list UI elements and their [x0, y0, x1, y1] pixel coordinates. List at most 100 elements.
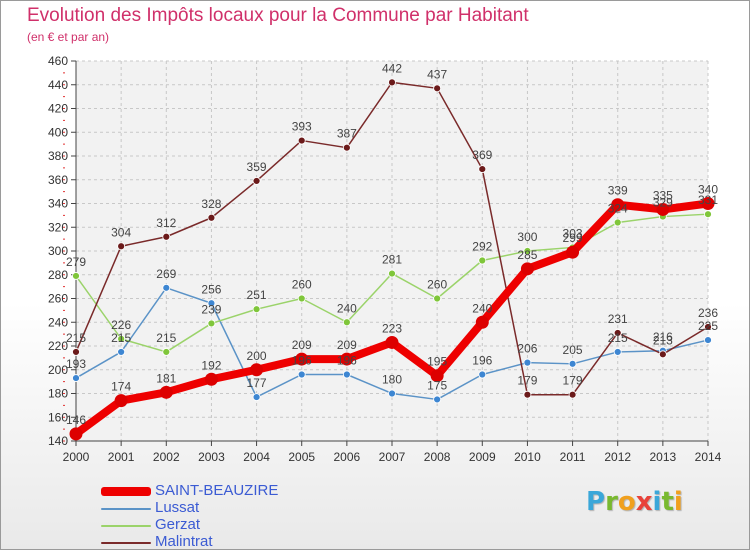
data-label-gerzat: 300 [517, 230, 537, 244]
y-tick-label: 360 [48, 173, 68, 187]
data-label-malintrat: 213 [653, 333, 673, 347]
x-tick-label: 2012 [604, 450, 631, 464]
data-label-saint-beauzire: 192 [201, 358, 221, 372]
point-saint-beauzire [250, 363, 264, 377]
y-tick-label: 400 [48, 125, 68, 139]
y-tick-label: 220 [48, 339, 68, 353]
data-label-lussat: 206 [517, 342, 537, 356]
plot-area [76, 61, 708, 441]
proxiti-logo: Proxiti [586, 487, 683, 517]
point-saint-beauzire [520, 262, 534, 276]
point-malintrat [523, 390, 532, 399]
x-tick-label: 2002 [153, 450, 180, 464]
point-gerzat [252, 305, 261, 314]
data-label-saint-beauzire: 340 [698, 183, 718, 197]
chart-title: Evolution des Impôts locaux pour la Comm… [27, 5, 529, 26]
y-tick-label: 240 [48, 315, 68, 329]
data-label-lussat: 215 [608, 331, 628, 345]
data-label-gerzat: 215 [156, 331, 176, 345]
point-saint-beauzire [430, 369, 444, 383]
point-lussat [297, 370, 306, 379]
point-gerzat [72, 272, 80, 280]
data-label-saint-beauzire: 146 [66, 413, 86, 427]
point-lussat [207, 299, 216, 308]
data-label-saint-beauzire: 200 [247, 349, 267, 363]
data-label-saint-beauzire: 195 [427, 355, 447, 369]
data-label-saint-beauzire: 181 [156, 371, 176, 385]
point-malintrat [72, 348, 80, 356]
point-malintrat [704, 323, 712, 331]
point-lussat [252, 393, 261, 401]
point-saint-beauzire [566, 245, 580, 259]
point-malintrat [478, 165, 487, 173]
point-gerzat [297, 294, 306, 303]
point-saint-beauzire [159, 385, 173, 399]
logo-letter: i [652, 487, 662, 517]
point-saint-beauzire [701, 197, 715, 210]
x-tick-label: 2008 [424, 450, 451, 464]
logo-letter: P [586, 487, 606, 517]
logo-letter: o [617, 487, 636, 517]
logo-letter: x [635, 487, 653, 517]
data-label-malintrat: 312 [156, 216, 176, 230]
data-label-malintrat: 179 [517, 374, 537, 388]
data-label-saint-beauzire: 335 [653, 188, 673, 202]
data-label-gerzat: 292 [472, 240, 492, 254]
data-label-gerzat: 240 [337, 301, 357, 315]
data-label-saint-beauzire: 209 [292, 338, 312, 352]
point-saint-beauzire [385, 335, 399, 349]
data-label-saint-beauzire: 223 [382, 321, 402, 335]
data-label-gerzat: 251 [247, 288, 267, 302]
y-tick-label: 140 [48, 434, 68, 448]
point-gerzat [523, 247, 532, 255]
point-saint-beauzire [295, 352, 309, 366]
data-label-gerzat: 279 [66, 255, 86, 269]
x-tick-label: 2010 [514, 450, 541, 464]
legend-swatch [101, 487, 151, 496]
chart-subtitle: (en € et par an) [27, 30, 110, 44]
point-malintrat [433, 84, 442, 93]
point-lussat [433, 395, 442, 404]
logo-letter: t [661, 487, 674, 517]
data-label-saint-beauzire: 285 [517, 248, 537, 262]
data-label-saint-beauzire: 209 [337, 338, 357, 352]
point-saint-beauzire [656, 202, 670, 216]
data-label-saint-beauzire: 240 [472, 301, 492, 315]
point-malintrat [162, 232, 171, 241]
y-tick-label: 160 [48, 410, 68, 424]
x-tick-label: 2013 [650, 450, 677, 464]
x-tick-label: 2001 [108, 450, 135, 464]
y-tick-label: 420 [48, 102, 68, 116]
point-gerzat [704, 210, 712, 219]
x-tick-label: 2009 [469, 450, 496, 464]
legend-swatch [101, 525, 151, 527]
point-saint-beauzire [69, 427, 83, 441]
data-label-lussat: 256 [201, 282, 221, 296]
y-tick-label: 180 [48, 387, 68, 401]
data-label-gerzat: 239 [201, 302, 221, 316]
data-label-malintrat: 387 [337, 127, 357, 141]
legend-label: Lussat [155, 499, 200, 516]
point-lussat [117, 348, 126, 356]
point-lussat [388, 389, 396, 398]
data-label-lussat: 180 [382, 373, 402, 387]
y-tick-label: 440 [48, 78, 68, 92]
data-label-lussat: 193 [66, 357, 86, 371]
y-tick-label: 260 [48, 292, 68, 306]
data-label-malintrat: 179 [563, 374, 583, 388]
legend-label: Malintrat [155, 533, 213, 550]
legend-swatch [101, 542, 151, 544]
data-label-lussat: 215 [111, 331, 131, 345]
data-label-lussat: 196 [337, 354, 357, 368]
x-tick-label: 2003 [198, 450, 225, 464]
data-label-gerzat: 324 [608, 202, 628, 216]
x-tick-label: 2006 [334, 450, 361, 464]
y-tick-label: 380 [48, 149, 68, 163]
point-lussat [478, 370, 487, 379]
point-malintrat [117, 242, 126, 251]
data-label-lussat: 175 [427, 378, 447, 392]
point-gerzat [613, 218, 622, 227]
data-label-lussat: 196 [292, 354, 312, 368]
